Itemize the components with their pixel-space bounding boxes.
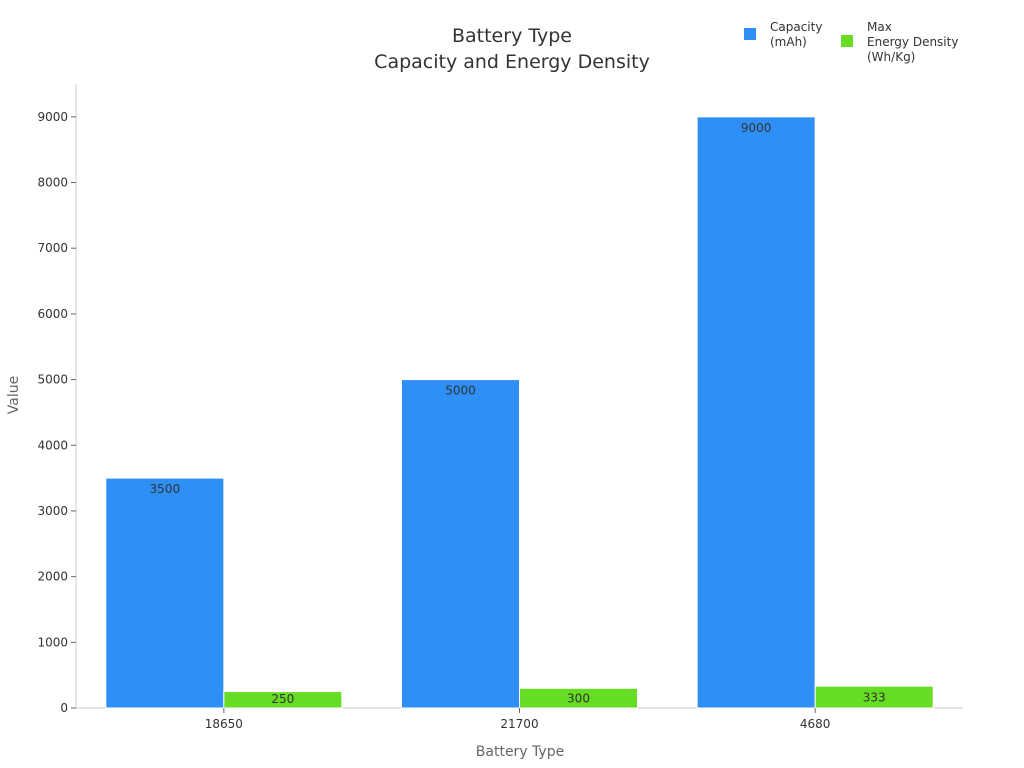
bars: 3500 250 5000 300 9000 333 [105, 116, 934, 709]
bar-value-label: 3500 [150, 482, 181, 496]
bar-value-label: 300 [567, 691, 590, 705]
y-tick-label: 4000 [37, 438, 68, 452]
legend-label: (mAh) [770, 35, 807, 49]
y-tick-label: 3000 [37, 504, 68, 518]
bar [814, 685, 934, 709]
x-axis-labels: 18650 21700 4680 [205, 708, 831, 731]
legend-label: (Wh/Kg) [867, 50, 915, 64]
y-axis-title: Value [6, 376, 22, 414]
chart-subtitle: Capacity and Energy Density [374, 51, 650, 73]
y-tick-label: 2000 [37, 570, 68, 584]
bar-value-label: 333 [863, 690, 886, 704]
y-axis-ticks: 0 1000 2000 3000 4000 5000 6000 7000 8000 9000 [37, 110, 76, 715]
y-tick-label: 8000 [37, 176, 68, 190]
bar [401, 379, 520, 709]
y-tick-label: 5000 [37, 373, 68, 387]
y-tick-label: 0 [60, 701, 68, 715]
bar [519, 687, 638, 709]
legend-swatch [744, 28, 756, 40]
chart-title: Battery Type [452, 25, 572, 47]
bar [223, 691, 343, 709]
bar [105, 477, 225, 709]
x-axis-title: Battery Type [476, 744, 564, 760]
y-tick-label: 1000 [37, 635, 68, 649]
x-tick-label: 18650 [205, 717, 243, 731]
bar-value-label: 250 [271, 692, 294, 706]
legend-label: Capacity [770, 20, 822, 34]
legend-label: Energy Density [867, 35, 958, 49]
y-tick-label: 6000 [37, 307, 68, 321]
y-tick-label: 9000 [37, 110, 68, 124]
legend-label: Max [867, 20, 892, 34]
x-tick-label: 21700 [500, 717, 538, 731]
legend-swatch [841, 35, 853, 47]
x-tick-label: 4680 [800, 717, 831, 731]
y-tick-label: 7000 [37, 241, 68, 255]
bar [696, 116, 816, 709]
bar-value-label: 9000 [741, 121, 772, 135]
bar-value-label: 5000 [445, 384, 476, 398]
